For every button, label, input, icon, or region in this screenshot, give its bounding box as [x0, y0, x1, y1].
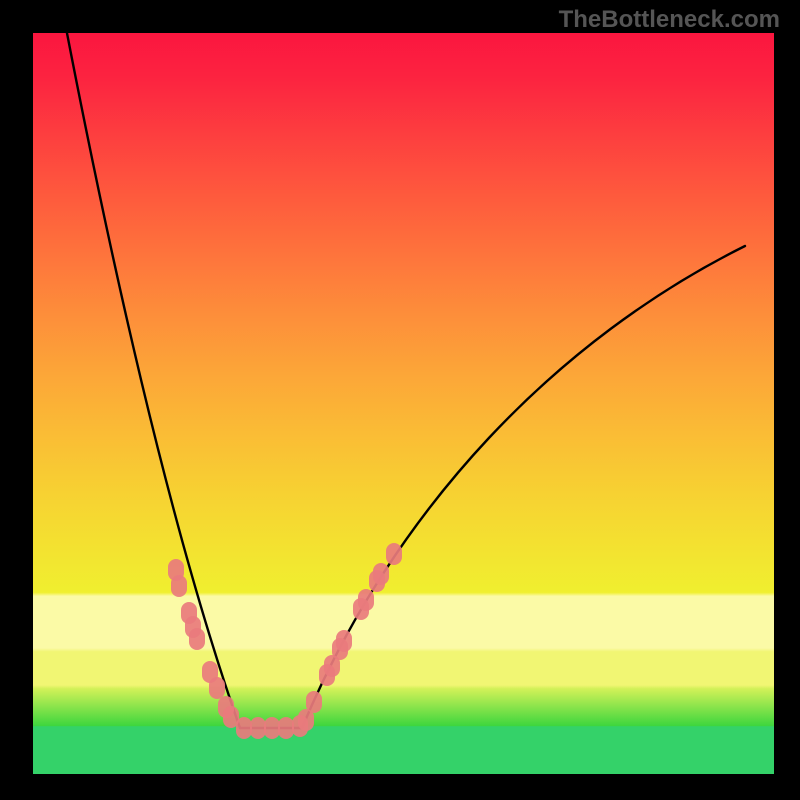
curve-marker [373, 563, 389, 585]
curve-marker [306, 691, 322, 713]
gradient-background [33, 33, 774, 774]
curve-marker [278, 717, 294, 739]
curve-marker [250, 717, 266, 739]
curve-marker [171, 575, 187, 597]
curve-marker [386, 543, 402, 565]
watermark-text: TheBottleneck.com [559, 6, 780, 34]
curve-marker [264, 717, 280, 739]
plot-area [33, 33, 774, 774]
curve-marker [209, 677, 225, 699]
curve-marker [189, 628, 205, 650]
curve-marker [358, 589, 374, 611]
curve-marker [236, 717, 252, 739]
curve-marker [336, 630, 352, 652]
plot-svg [33, 33, 774, 774]
